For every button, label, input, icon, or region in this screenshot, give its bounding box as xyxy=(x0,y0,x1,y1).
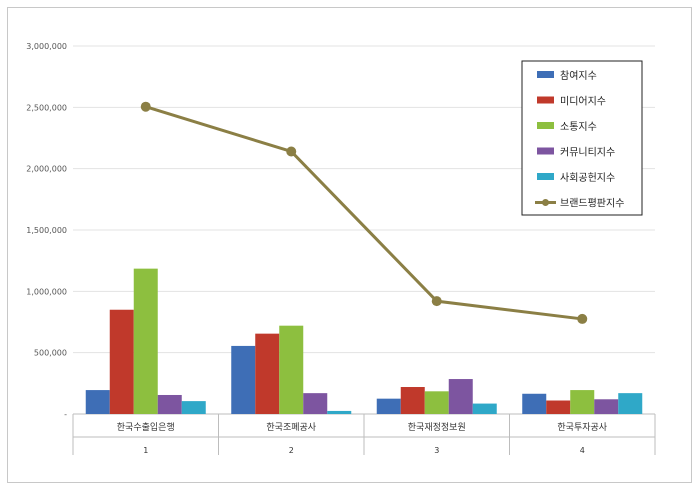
line-point xyxy=(286,146,297,157)
group-label: 1 xyxy=(143,446,148,455)
bar xyxy=(376,398,401,414)
legend-label: 소통지수 xyxy=(560,121,597,133)
bar xyxy=(424,391,449,414)
y-tick-label: 1,000,000 xyxy=(26,287,67,296)
y-tick-label: 1,500,000 xyxy=(26,226,67,235)
bar xyxy=(400,387,425,414)
legend-swatch-marker xyxy=(542,199,549,206)
legend-label: 사회공헌지수 xyxy=(560,172,615,184)
legend-label: 미디어지수 xyxy=(560,96,606,108)
legend-swatch xyxy=(537,147,554,155)
bar xyxy=(594,399,619,414)
legend-label: 참여지수 xyxy=(560,70,597,82)
bar xyxy=(279,325,304,414)
bar xyxy=(85,390,110,414)
bar xyxy=(181,401,206,414)
y-tick-label: 2,000,000 xyxy=(26,165,67,174)
bar xyxy=(109,309,134,414)
line-point xyxy=(140,101,151,112)
bar xyxy=(522,393,547,414)
bar xyxy=(546,400,571,414)
y-tick-label: - xyxy=(64,410,67,419)
line-point xyxy=(431,296,442,307)
y-tick-label: 500,000 xyxy=(34,349,67,358)
chart-frame: - 500,000 1,000,000 1,500,000 2,000,000 2,500… xyxy=(7,7,692,483)
bar xyxy=(618,393,643,414)
legend-swatch xyxy=(537,71,554,78)
bar xyxy=(327,410,352,414)
bar xyxy=(570,390,595,414)
bar xyxy=(157,394,182,414)
y-tick-label: 3,000,000 xyxy=(26,42,67,51)
category-label: 한국투자공사 xyxy=(557,422,607,433)
category-label: 한국재정정보원 xyxy=(408,422,466,433)
legend-label: 브랜드평판지수 xyxy=(560,198,624,210)
bar xyxy=(448,379,473,414)
group-label: 2 xyxy=(289,446,294,455)
legend-swatch xyxy=(537,122,554,129)
line-point xyxy=(577,313,588,324)
bar xyxy=(231,345,256,414)
chart-svg: - 500,000 1,000,000 1,500,000 2,000,000 2,500… xyxy=(26,42,656,455)
bar xyxy=(472,403,497,414)
series-line xyxy=(145,105,583,321)
bar xyxy=(303,393,328,414)
legend-swatch xyxy=(537,96,554,104)
legend-box xyxy=(521,60,643,216)
bar xyxy=(133,268,158,414)
category-label: 한국조폐공사 xyxy=(266,421,316,433)
category-label: 한국수출입은행 xyxy=(117,421,175,433)
legend-swatch xyxy=(537,173,554,180)
bar xyxy=(255,333,280,414)
group-label: 3 xyxy=(434,446,439,455)
y-tick-label: 2,500,000 xyxy=(26,103,67,112)
legend-label: 커뮤니티지수 xyxy=(560,147,615,159)
group-label: 4 xyxy=(580,446,585,455)
